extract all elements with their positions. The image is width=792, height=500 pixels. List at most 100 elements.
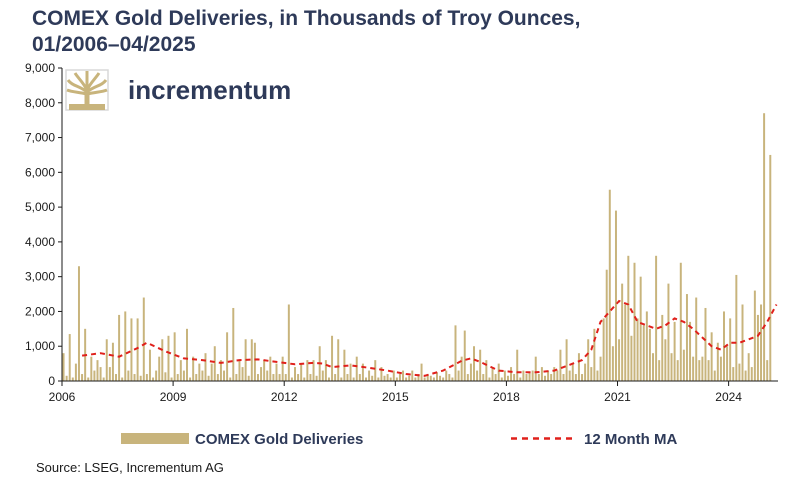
bar [155, 370, 158, 381]
y-tick-label: 4,000 [25, 235, 55, 249]
bar [645, 311, 648, 381]
bar [105, 339, 108, 381]
bar [503, 370, 506, 381]
brand-name: incrementum [128, 75, 291, 105]
bar-series [62, 113, 772, 382]
bar [380, 367, 383, 381]
bar [71, 377, 74, 381]
bar [716, 342, 719, 381]
bar [491, 367, 494, 381]
bar [398, 374, 401, 381]
bar [210, 363, 213, 381]
bar [186, 328, 188, 381]
bar [766, 360, 769, 381]
bar [630, 335, 633, 381]
bar [139, 375, 142, 381]
bar [383, 375, 386, 381]
bar [130, 318, 133, 381]
bar [340, 377, 343, 381]
x-tick-label: 2009 [160, 390, 187, 404]
bar [389, 377, 392, 381]
source-note: Source: LSEG, Incrementum AG [36, 460, 224, 475]
bar [581, 374, 584, 381]
bar [337, 339, 340, 381]
bar [349, 363, 352, 381]
bar [747, 353, 750, 381]
bar [460, 356, 463, 381]
bar [750, 367, 753, 381]
bar [550, 374, 553, 381]
chart-title-line1: COMEX Gold Deliveries, in Thousands of T… [32, 7, 581, 30]
bar [710, 332, 713, 381]
bar [247, 375, 250, 381]
bar [621, 283, 624, 381]
bar [661, 314, 664, 381]
chart-title: COMEX Gold Deliveries, in Thousands of T… [32, 6, 772, 58]
bar [74, 363, 77, 381]
bar [77, 266, 80, 381]
bar [145, 374, 148, 381]
bar [312, 360, 315, 381]
bar [689, 321, 692, 381]
bar [278, 374, 281, 381]
bar [611, 346, 614, 381]
bar [176, 374, 179, 381]
bar [738, 363, 741, 381]
bar [519, 377, 522, 381]
bar [204, 353, 207, 381]
bar [287, 304, 290, 381]
bar [574, 374, 577, 381]
bar [152, 377, 155, 381]
bar [374, 360, 377, 381]
bar [142, 297, 145, 381]
bar [506, 375, 509, 381]
bar [414, 377, 417, 381]
bar [479, 349, 482, 381]
x-tick-labels: 2006 2009 2012 2015 2018 2021 2024 [49, 381, 742, 404]
bar [223, 370, 226, 381]
bar [315, 375, 318, 381]
bar [744, 370, 747, 381]
chart-title-line2: 01/2006–04/2025 [32, 33, 196, 56]
bar [741, 304, 744, 381]
bar [250, 339, 253, 381]
bar [167, 335, 170, 381]
bar [182, 370, 185, 381]
bar [192, 356, 195, 381]
bar [685, 294, 688, 381]
bar [540, 367, 543, 381]
bar [327, 377, 330, 381]
bar [676, 360, 679, 381]
bar [713, 370, 716, 381]
bar [494, 374, 497, 381]
bar [614, 210, 617, 381]
bar [553, 367, 556, 381]
bar [559, 349, 562, 381]
bar [260, 367, 263, 381]
bar [698, 360, 701, 381]
bar [303, 377, 306, 381]
bar [408, 375, 411, 381]
bar [664, 339, 667, 381]
bar [124, 311, 127, 381]
bar [232, 307, 235, 381]
bar [420, 363, 423, 381]
bar [590, 367, 593, 381]
bar [377, 377, 380, 381]
bar [256, 374, 259, 381]
bar [361, 363, 364, 381]
bar [429, 375, 432, 381]
y-tick-label: 5,000 [25, 200, 55, 214]
bar [732, 367, 735, 381]
bar [423, 377, 426, 381]
bar [148, 349, 151, 381]
bar [229, 377, 232, 381]
bar [476, 370, 479, 381]
bar [448, 374, 451, 381]
y-tick-label: 8,000 [25, 96, 55, 110]
bar [331, 335, 334, 381]
bar [719, 356, 722, 381]
bar [473, 346, 475, 381]
bar [482, 374, 485, 381]
